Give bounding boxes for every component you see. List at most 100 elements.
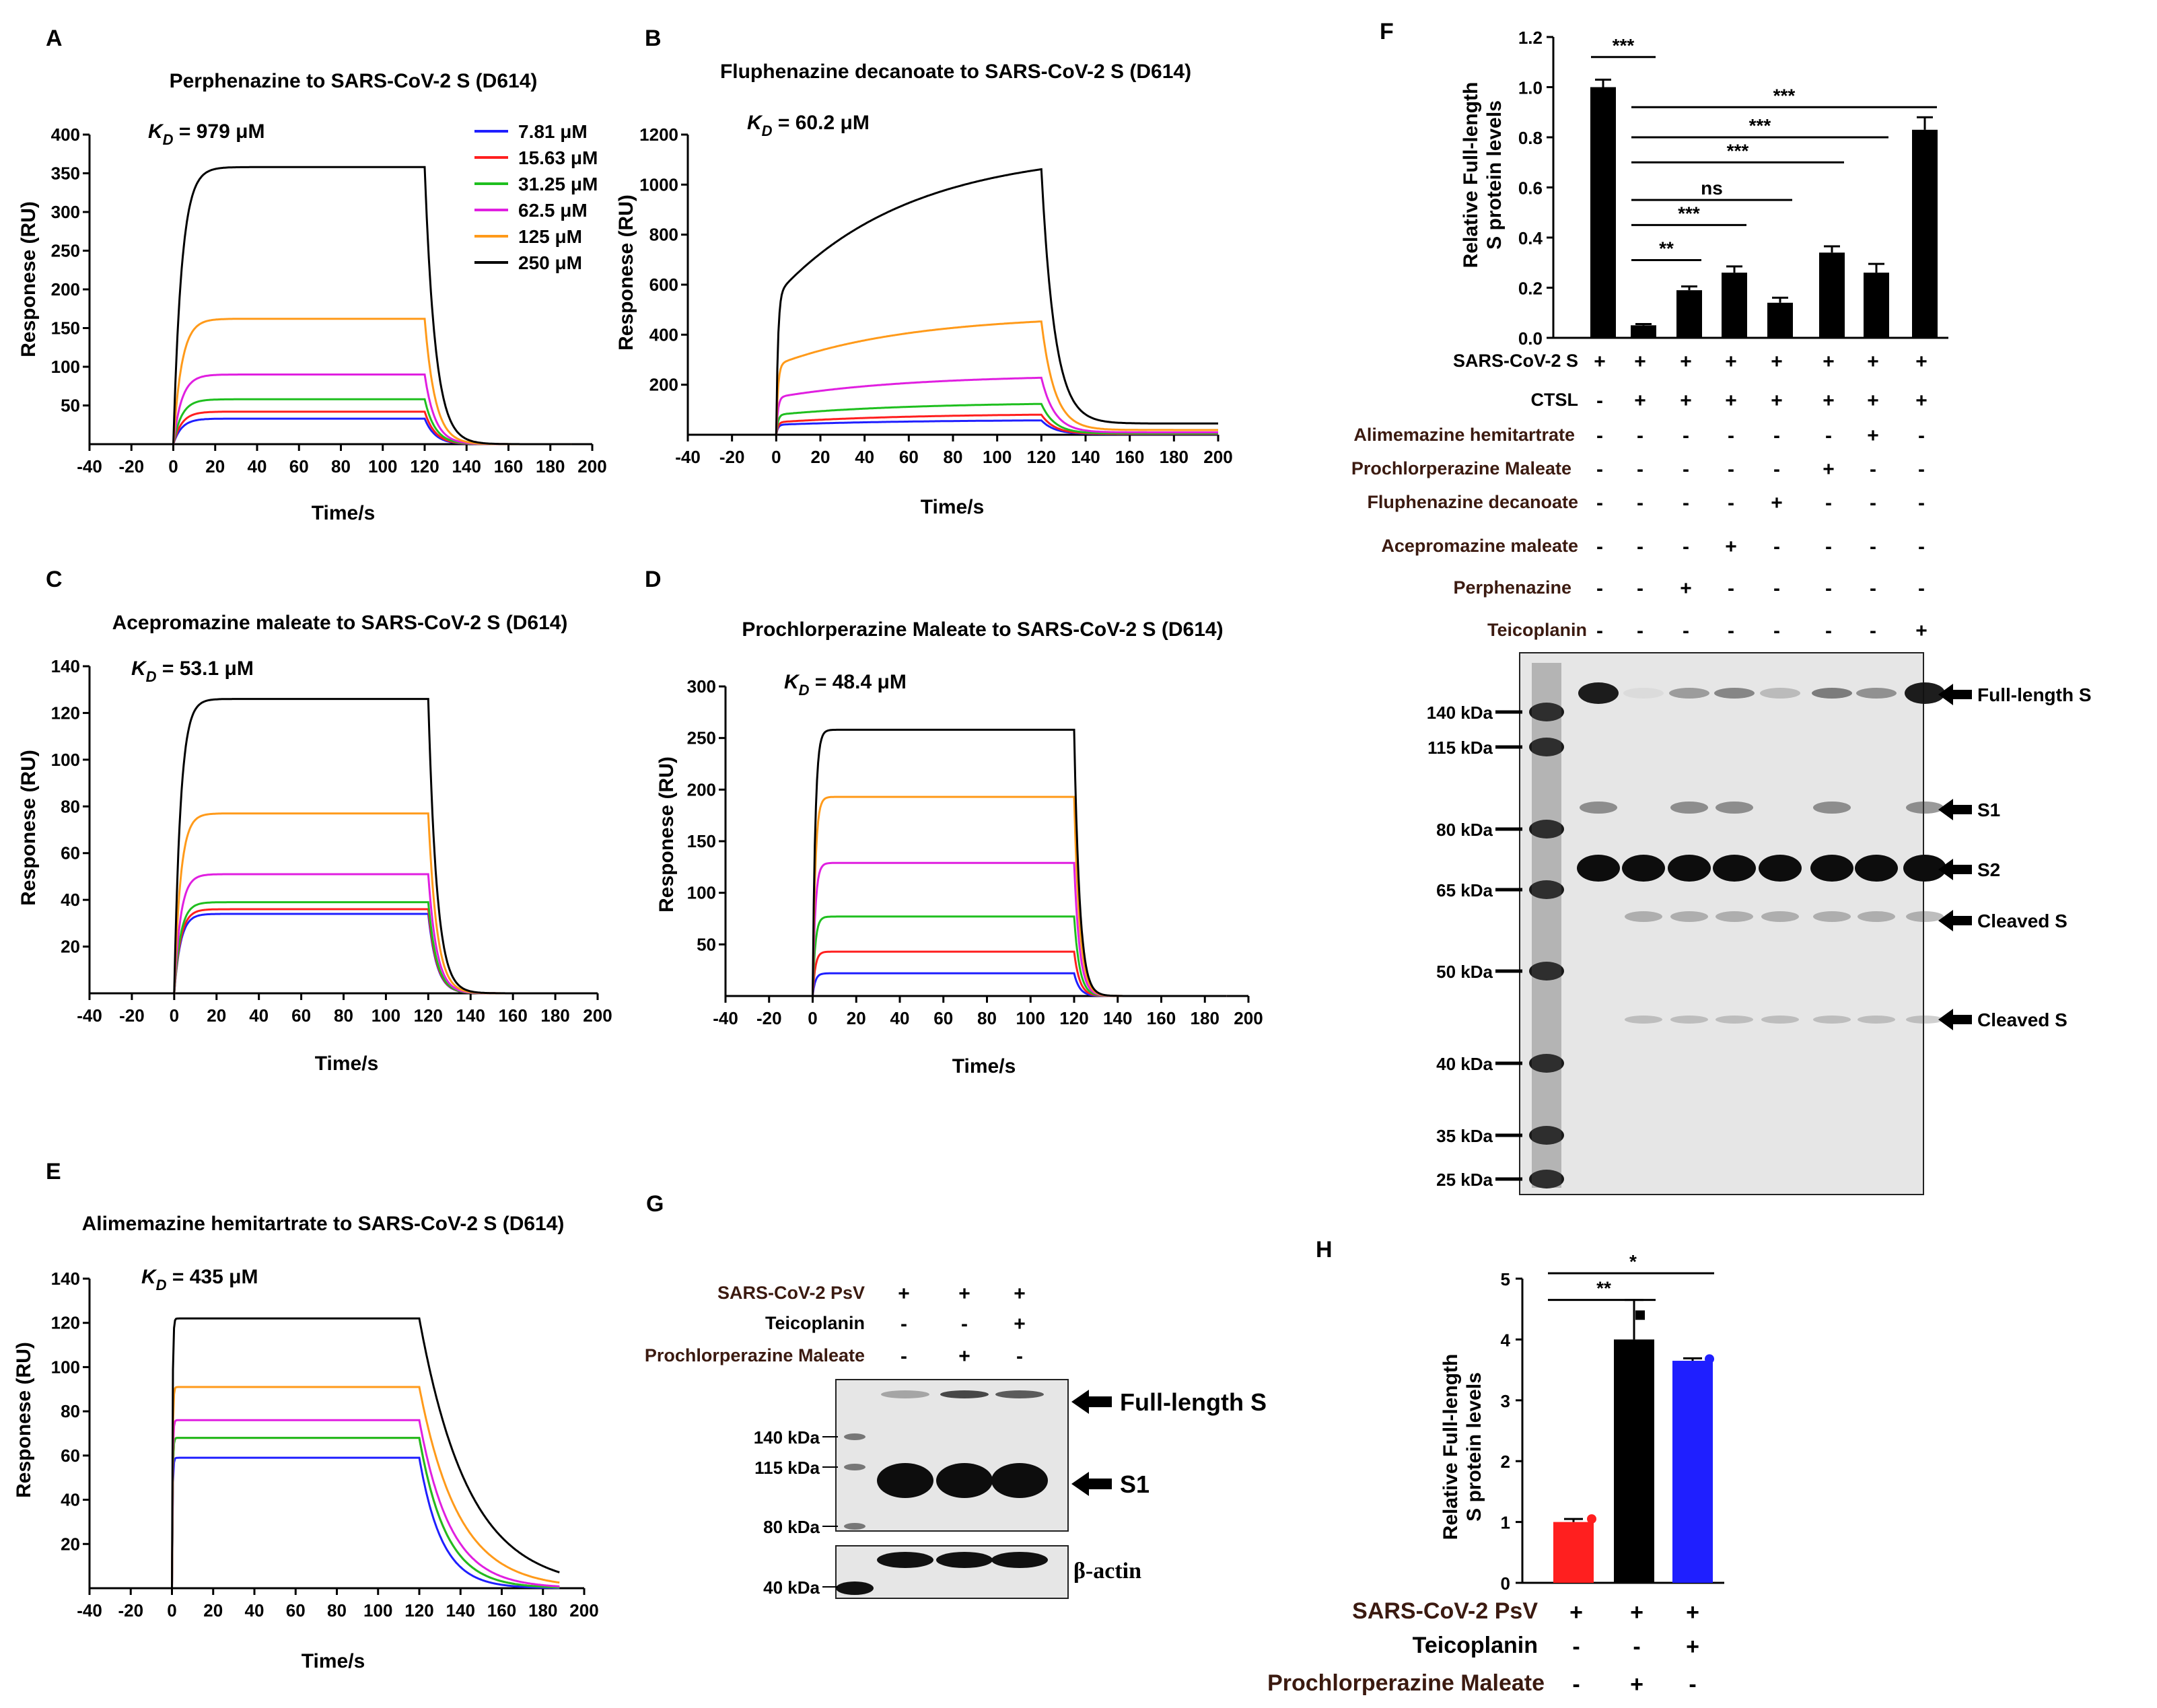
x-tick-label: 180 <box>1191 1008 1219 1028</box>
g-ladder-band-1 <box>844 1433 865 1440</box>
x-axis-label-e: Time/s <box>302 1650 365 1672</box>
x-tick-label: 20 <box>847 1008 866 1028</box>
h-sign-2-2: - <box>1633 1634 1640 1660</box>
f-band-s1-8 <box>1906 802 1944 814</box>
g-band-actin-1 <box>877 1552 933 1568</box>
h-y-tick-label: 0 <box>1501 1573 1510 1594</box>
f-sign-8-5: - <box>1773 620 1780 642</box>
f-condition-table: SARS-CoV-2 S + + + + + + + + CTSL - + + + + + + + Alimemaz… <box>1351 351 1928 642</box>
f-ladder-band-5 <box>1529 962 1564 981</box>
f-marker-label-3: 80 kDa <box>1436 820 1493 840</box>
y-tick-label: 140 <box>51 656 80 676</box>
series-line-e-6 <box>90 1317 560 1590</box>
series-line-c-6 <box>90 698 577 995</box>
f-y-tick-label: 0.4 <box>1518 228 1543 248</box>
f-sign-4-2: - <box>1637 458 1643 481</box>
f-sign-8-1: - <box>1596 620 1603 642</box>
x-tick-label: 100 <box>372 1005 400 1026</box>
f-band-cleaved-upper-7 <box>1858 911 1895 922</box>
y-tick-label: 60 <box>61 843 80 863</box>
x-tick-label: 100 <box>368 456 397 476</box>
f-sign-1-6: + <box>1823 351 1835 373</box>
f-sign-5-7: - <box>1870 492 1876 514</box>
f-marker-label-4: 65 kDa <box>1436 880 1493 900</box>
g-sign-3-2: + <box>958 1345 970 1367</box>
f-sign-3-8: - <box>1918 425 1925 447</box>
f-band-s2-6 <box>1810 855 1853 882</box>
f-band-cleaved-lower-5 <box>1761 1016 1799 1024</box>
f-condition-label-2: CTSL <box>1531 390 1579 410</box>
f-marker-label-1: 140 kDa <box>1427 703 1493 723</box>
f-y-tick-label: 0.0 <box>1518 328 1543 349</box>
legend-label-6: 250 μM <box>518 252 582 273</box>
plot-d: 50 100 150 200 250 300 -40 -20 0 20 40 60 80 100 120 14… <box>687 676 1263 1028</box>
f-marker-label-8: 25 kDa <box>1436 1170 1493 1190</box>
f-ladder-smear <box>1532 663 1561 1188</box>
f-sig-label-5: ns <box>1701 178 1723 199</box>
y-tick-label: 20 <box>61 937 80 957</box>
f-sign-4-4: - <box>1728 458 1734 481</box>
f-band-full-length-8 <box>1905 682 1945 704</box>
h-condition-table: SARS-CoV-2 PsV + + + Teicoplanin - - + Prochlorp… <box>1267 1598 1699 1697</box>
series-line-a-3 <box>90 398 571 446</box>
x-tick-label: 20 <box>811 447 830 467</box>
panel-letter-f: F <box>1380 19 1394 44</box>
x-tick-label: 200 <box>569 1600 598 1621</box>
h-condition-label-2: Teicoplanin <box>1413 1633 1538 1658</box>
panel-c: C Acepromazine maleate to SARS-CoV-2 S (… <box>17 567 612 1075</box>
panel-letter-g: G <box>646 1191 664 1217</box>
series-line-e-5 <box>90 1386 560 1590</box>
chart-title-a: Perphenazine to SARS-CoV-2 S (D614) <box>170 70 538 92</box>
series-line-e-3 <box>90 1437 560 1590</box>
x-tick-label: 160 <box>494 456 523 476</box>
h-y-tick-label: 4 <box>1501 1330 1511 1350</box>
chart-title-d: Prochlorperazine Maleate to SARS-CoV-2 S… <box>742 618 1223 641</box>
f-sign-3-4: - <box>1728 425 1734 447</box>
f-arrow-icon-1 <box>1938 684 1972 705</box>
series-line-c-4 <box>90 873 577 995</box>
chart-title-b: Fluphenazine decanoate to SARS-CoV-2 S (… <box>720 61 1191 83</box>
y-tick-label: 1000 <box>639 174 678 194</box>
x-tick-label: 0 <box>167 1600 176 1621</box>
f-sign-2-2: + <box>1634 390 1646 412</box>
legend-label-5: 125 μM <box>518 226 582 247</box>
y-axis-label-h-line2: S protein levels <box>1463 1372 1485 1522</box>
f-sign-6-1: - <box>1596 536 1603 558</box>
f-sign-1-5: + <box>1771 351 1783 373</box>
y-tick-label: 250 <box>687 728 716 748</box>
panel-f: F Relative Full-length S protein levels … <box>1351 19 2092 1195</box>
f-band-s1-3 <box>1670 802 1708 814</box>
f-condition-label-6: Acepromazine maleate <box>1381 536 1578 556</box>
h-condition-label-3: Prochlorperazine Maleate <box>1267 1670 1545 1696</box>
x-tick-label: 0 <box>808 1008 817 1028</box>
h-sig-label-2: * <box>1629 1251 1637 1272</box>
x-tick-label: 200 <box>1203 447 1232 467</box>
h-sign-2-3: + <box>1686 1634 1699 1660</box>
legend-label-3: 31.25 μM <box>518 174 598 194</box>
x-tick-label: 80 <box>944 447 963 467</box>
f-marker-label-5: 50 kDa <box>1436 962 1493 982</box>
f-ladder-band-6 <box>1529 1054 1564 1073</box>
g-sign-1-1: + <box>898 1283 910 1305</box>
x-tick-label: 120 <box>404 1600 433 1621</box>
g-sign-3-3: - <box>1016 1345 1023 1367</box>
kd-label-d: KD = 48.4 μM <box>784 671 907 699</box>
f-sign-5-1: - <box>1596 492 1603 514</box>
g-band-label-2: S1 <box>1120 1470 1150 1498</box>
f-band-s1-1 <box>1580 802 1617 814</box>
y-tick-label: 140 <box>51 1269 80 1289</box>
g-ladder-band-3 <box>844 1523 865 1530</box>
x-tick-label: 60 <box>289 456 309 476</box>
panel-letter-d: D <box>645 567 662 592</box>
f-y-tick-label: 0.6 <box>1518 178 1543 199</box>
f-sign-8-2: - <box>1637 620 1643 642</box>
x-tick-label: 20 <box>203 1600 223 1621</box>
y-tick-label: 60 <box>61 1446 80 1466</box>
y-tick-label: 150 <box>687 831 716 851</box>
x-axis-label-b: Time/s <box>921 496 985 518</box>
y-tick-label: 250 <box>51 241 80 261</box>
y-tick-label: 150 <box>51 318 80 339</box>
f-western-blot: 140 kDa 115 kDa 80 kDa 65 kDa 50 kDa 40 kDa 35… <box>1427 652 2092 1195</box>
f-band-s2-2 <box>1622 855 1665 882</box>
x-tick-label: -20 <box>118 1600 143 1621</box>
